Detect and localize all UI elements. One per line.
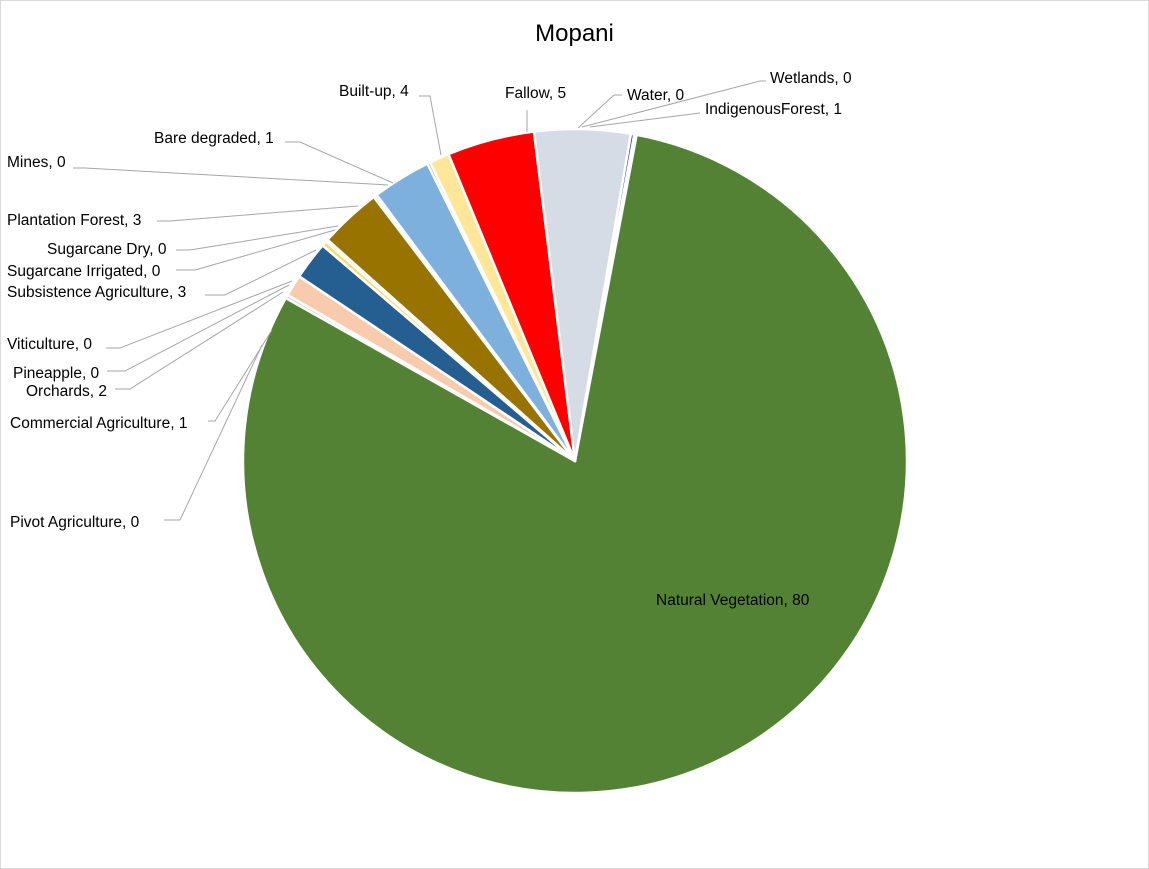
data-labels: IndigenousForest, 1 Natural Vegetation, 8…: [7, 70, 852, 609]
leader-line-built-up: [419, 95, 442, 156]
data-label-sugarcane-dry: Sugarcane Dry, 0: [47, 241, 167, 258]
leader-line-water: [577, 94, 622, 129]
leader-line-sugarcane-dry: [176, 225, 339, 251]
leader-line-bare-degraded: [285, 141, 394, 184]
data-label-built-up: Built-up, 4: [339, 83, 409, 100]
chart-title: Mopani: [535, 20, 614, 47]
leader-line-pineapple: [107, 284, 290, 372]
data-label-pivot-agriculture: Pivot Agriculture, 0: [10, 514, 140, 531]
data-label-orchards: Orchards, 2: [26, 383, 107, 400]
data-label-wetlands: Wetlands, 0: [770, 70, 852, 87]
leader-line-indigenousforest: [589, 112, 701, 128]
pie-slice-wetlands: [573, 133, 638, 463]
leader-line-commercial-agriculture: [208, 329, 273, 422]
data-label-bare-degraded: Bare degraded, 1: [154, 130, 274, 147]
data-label-plantation-forest: Plantation Forest, 3: [7, 212, 141, 229]
data-label-sugarcane-irrigated: Sugarcane Irrigated, 0: [7, 263, 161, 280]
leader-lines: [73, 80, 766, 521]
data-label-water: Water, 0: [627, 87, 685, 104]
leader-line-mines: [73, 167, 389, 186]
data-label-natural-vegetation: Natural Vegetation, 80: [656, 592, 810, 609]
leader-line-orchards: [115, 291, 284, 390]
data-label-subsistence-agriculture: Subsistence Agriculture, 3: [7, 284, 186, 301]
data-label-mines: Mines, 0: [7, 154, 66, 171]
data-label-pineapple: Pineapple, 0: [13, 365, 100, 382]
data-label-fallow: Fallow, 5: [505, 85, 566, 102]
leader-line-wetlands: [581, 80, 766, 128]
leader-line-viticulture: [106, 280, 293, 349]
leader-line-subsistence-agriculture: [205, 249, 317, 296]
leader-line-sugarcane-irrigated: [176, 229, 336, 271]
data-label-viticulture: Viticulture, 0: [7, 336, 92, 353]
leader-line-plantation-forest: [157, 205, 359, 222]
pie-slices: [241, 127, 909, 795]
data-label-commercial-agriculture: Commercial Agriculture, 1: [10, 415, 187, 432]
data-label-indigenousforest: IndigenousForest, 1: [705, 101, 842, 118]
leader-line-pivot-agriculture: [164, 344, 263, 521]
